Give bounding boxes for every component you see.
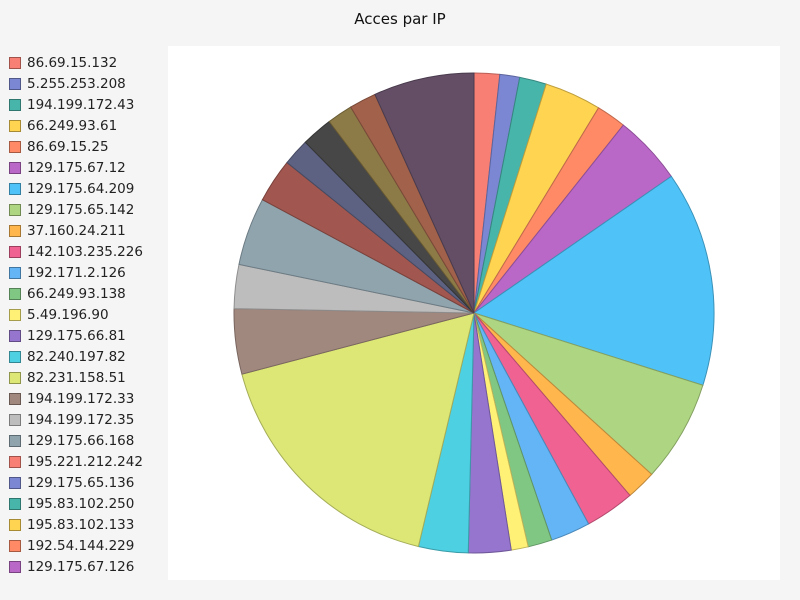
legend-swatch — [9, 434, 21, 447]
legend-item[interactable]: 66.249.93.138 — [9, 283, 169, 304]
legend-label: 194.199.172.43 — [27, 96, 135, 113]
legend-label: 195.83.102.250 — [27, 495, 135, 512]
legend-swatch — [9, 455, 21, 468]
legend-swatch — [9, 308, 21, 321]
legend-item[interactable]: 195.221.212.242 — [9, 451, 169, 472]
legend-swatch — [9, 476, 21, 489]
legend-label: 129.175.67.12 — [27, 159, 126, 176]
legend-item[interactable]: 194.199.172.33 — [9, 388, 169, 409]
pie-slice[interactable] — [473, 312, 704, 476]
legend-swatch — [9, 182, 21, 195]
legend-label: 5.255.253.208 — [27, 75, 126, 92]
legend-item[interactable]: 82.240.197.82 — [9, 346, 169, 367]
legend-swatch — [9, 518, 21, 531]
legend-item[interactable]: 142.103.235.226 — [9, 241, 169, 262]
legend-swatch — [9, 266, 21, 279]
legend-item[interactable]: 5.255.253.208 — [9, 73, 169, 94]
legend-item[interactable]: 192.171.2.126 — [9, 262, 169, 283]
legend-swatch — [9, 119, 21, 132]
legend-label: 129.175.64.209 — [27, 180, 135, 197]
legend-swatch — [9, 287, 21, 300]
legend-label: 192.54.144.229 — [27, 537, 135, 554]
legend-label: 195.83.102.133 — [27, 516, 135, 533]
legend-swatch — [9, 161, 21, 174]
legend-swatch — [9, 329, 21, 342]
chart-title: Acces par IP — [354, 10, 446, 28]
legend-label: 194.199.172.33 — [27, 390, 135, 407]
pie-chart — [233, 72, 715, 554]
legend-swatch — [9, 98, 21, 111]
legend-label: 129.175.65.142 — [27, 201, 135, 218]
legend-item[interactable]: 86.69.15.132 — [9, 52, 169, 73]
legend-item[interactable]: 129.175.66.81 — [9, 325, 169, 346]
plot-area — [168, 46, 780, 580]
legend-label: 129.175.66.81 — [27, 327, 126, 344]
legend-swatch — [9, 203, 21, 216]
legend-label: 194.199.172.35 — [27, 411, 135, 428]
pie-slice[interactable] — [472, 175, 715, 386]
legend-item[interactable]: 129.175.66.168 — [9, 430, 169, 451]
legend: 86.69.15.132 5.255.253.208 194.199.172.43 6… — [9, 52, 169, 577]
legend-swatch — [9, 77, 21, 90]
legend-label: 129.175.66.168 — [27, 432, 135, 449]
legend-swatch — [9, 413, 21, 426]
legend-label: 66.249.93.61 — [27, 117, 118, 134]
legend-item[interactable]: 129.175.64.209 — [9, 178, 169, 199]
legend-item[interactable]: 195.83.102.250 — [9, 493, 169, 514]
legend-item[interactable]: 129.175.65.136 — [9, 472, 169, 493]
legend-label: 192.171.2.126 — [27, 264, 126, 281]
legend-label: 37.160.24.211 — [27, 222, 126, 239]
legend-swatch — [9, 392, 21, 405]
legend-swatch — [9, 140, 21, 153]
legend-label: 66.249.93.138 — [27, 285, 126, 302]
legend-swatch — [9, 560, 21, 573]
legend-swatch — [9, 497, 21, 510]
legend-swatch — [9, 539, 21, 552]
legend-label: 129.175.65.136 — [27, 474, 135, 491]
legend-item[interactable]: 129.175.67.12 — [9, 157, 169, 178]
legend-item[interactable]: 66.249.93.61 — [9, 115, 169, 136]
legend-swatch — [9, 350, 21, 363]
legend-item[interactable]: 194.199.172.43 — [9, 94, 169, 115]
legend-swatch — [9, 245, 21, 258]
legend-item[interactable]: 192.54.144.229 — [9, 535, 169, 556]
legend-item[interactable]: 82.231.158.51 — [9, 367, 169, 388]
pie-slice[interactable] — [374, 72, 475, 314]
legend-label: 82.231.158.51 — [27, 369, 126, 386]
pie-slice[interactable] — [241, 312, 475, 548]
legend-label: 129.175.67.126 — [27, 558, 135, 575]
legend-label: 195.221.212.242 — [27, 453, 143, 470]
legend-item[interactable]: 129.175.67.126 — [9, 556, 169, 577]
legend-swatch — [9, 371, 21, 384]
legend-item[interactable]: 5.49.196.90 — [9, 304, 169, 325]
legend-label: 86.69.15.25 — [27, 138, 109, 155]
legend-item[interactable]: 195.83.102.133 — [9, 514, 169, 535]
legend-label: 86.69.15.132 — [27, 54, 118, 71]
legend-item[interactable]: 129.175.65.142 — [9, 199, 169, 220]
legend-item[interactable]: 86.69.15.25 — [9, 136, 169, 157]
legend-swatch — [9, 224, 21, 237]
legend-label: 5.49.196.90 — [27, 306, 109, 323]
legend-swatch — [9, 56, 21, 69]
legend-item[interactable]: 37.160.24.211 — [9, 220, 169, 241]
legend-item[interactable]: 194.199.172.35 — [9, 409, 169, 430]
legend-label: 82.240.197.82 — [27, 348, 126, 365]
legend-label: 142.103.235.226 — [27, 243, 143, 260]
